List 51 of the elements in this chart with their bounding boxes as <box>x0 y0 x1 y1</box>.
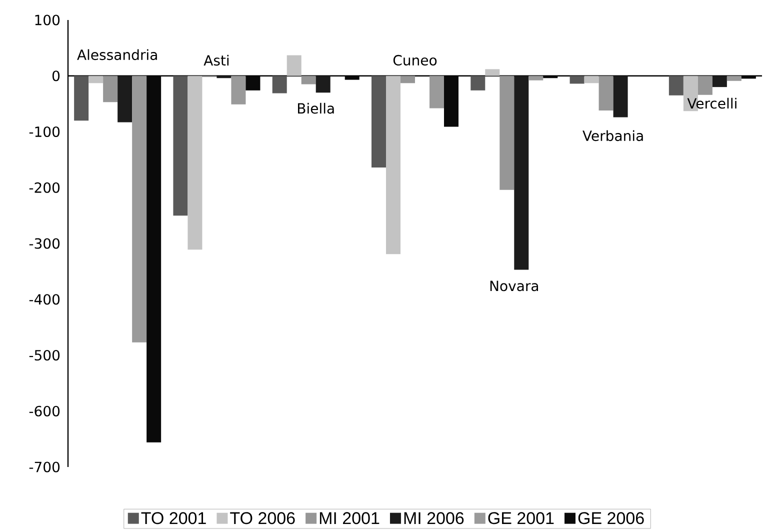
y-tick-label: 0 <box>52 70 60 82</box>
x-tick-label: Alessandria <box>77 49 157 60</box>
y-tick-label: -200 <box>29 182 60 193</box>
y-tick-label: -400 <box>29 294 60 305</box>
bar <box>726 76 742 81</box>
bar <box>173 76 188 216</box>
bar <box>88 76 104 84</box>
bar <box>231 76 246 104</box>
bar <box>584 76 599 84</box>
legend-label: GE 2006 <box>578 512 644 524</box>
bar <box>132 76 147 342</box>
legend-label: TO 2006 <box>230 512 295 524</box>
bar <box>613 76 628 118</box>
bar <box>500 76 514 190</box>
legend-label: TO 2001 <box>141 512 206 524</box>
bar <box>470 76 486 90</box>
bar <box>598 76 614 111</box>
bar <box>485 69 500 76</box>
bar <box>386 76 400 254</box>
bar <box>372 76 386 168</box>
bar <box>103 76 118 102</box>
bar <box>698 76 712 95</box>
bar <box>316 76 330 93</box>
y-tick-label: -500 <box>29 350 60 361</box>
y-tick-label: -700 <box>29 462 60 472</box>
x-tick-label: Verbania <box>582 130 643 142</box>
x-tick-label: Asti <box>204 54 229 66</box>
x-tick-label: Biella <box>298 102 334 114</box>
bar <box>514 76 529 270</box>
bar <box>528 76 544 80</box>
y-tick-label: 100 <box>35 14 60 26</box>
y-tick-label: -300 <box>29 238 60 249</box>
bar <box>74 76 89 121</box>
bar <box>430 76 444 108</box>
bar <box>118 76 132 122</box>
legend-label: MI 2001 <box>320 512 380 524</box>
legend-label: GE 2001 <box>488 512 554 524</box>
bar <box>188 76 202 250</box>
bar <box>400 76 416 84</box>
x-tick-label: Cuneo <box>393 54 437 66</box>
bar <box>286 55 302 76</box>
x-tick-label: Novara <box>490 280 538 292</box>
y-tick-label: -100 <box>29 126 60 138</box>
bar <box>668 76 684 96</box>
bar <box>272 76 287 94</box>
bar <box>712 76 727 88</box>
bar <box>570 76 584 84</box>
y-tick-label: -600 <box>29 406 60 416</box>
legend-label: MI 2006 <box>404 512 464 524</box>
bar <box>301 76 316 84</box>
x-tick-label: Vercelli <box>687 98 736 109</box>
